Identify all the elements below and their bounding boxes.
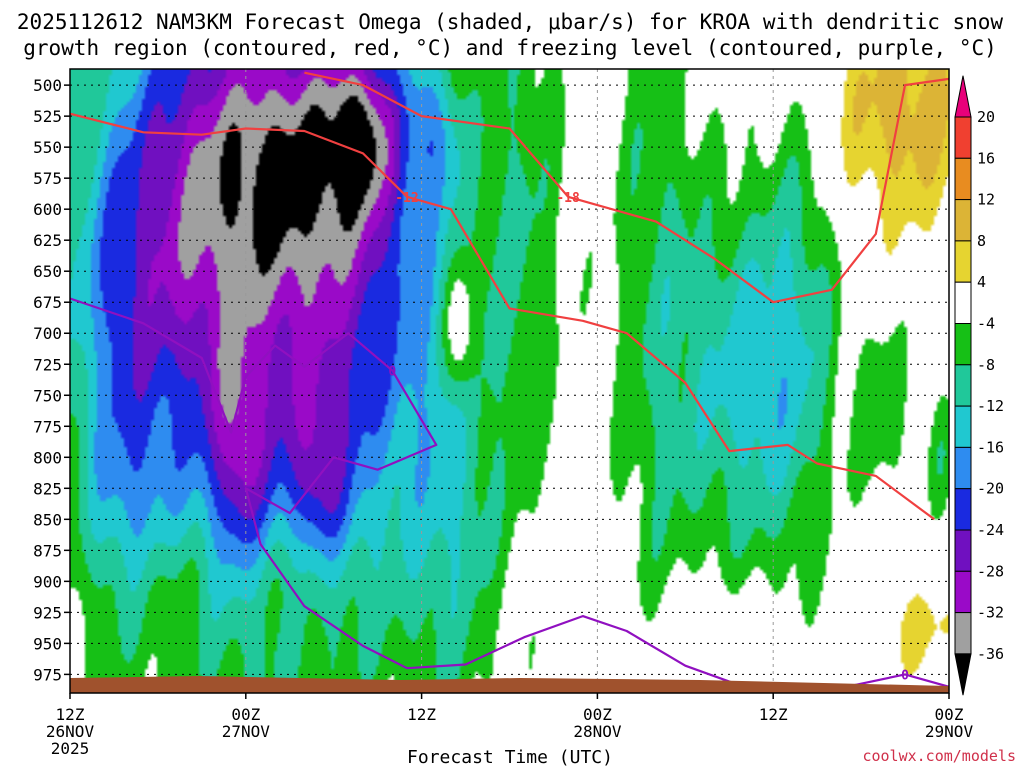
colorbar-segment	[954, 529, 972, 572]
y-tick-label: 500	[33, 76, 62, 95]
colorbar: 20 16 12 8 4 -4 -8 -12 -16 -20 -24 -28 -32 -36	[954, 75, 1004, 696]
plot-frame	[69, 68, 950, 694]
grid-vertical	[245, 69, 774, 693]
y-tick-label: 975	[33, 665, 62, 684]
colorbar-segment	[954, 612, 972, 655]
y-tick-label: 775	[33, 417, 62, 436]
colorbar-segment	[954, 116, 972, 159]
x-tick-label: 28NOV	[573, 722, 622, 741]
y-tick-label: 575	[33, 169, 62, 188]
colorbar-label: -32	[977, 604, 1004, 622]
y-tick-label: 850	[33, 510, 62, 529]
colorbar-segment	[954, 446, 972, 490]
x-tick-label: 00Z	[583, 705, 612, 724]
dgz-contour	[70, 112, 935, 521]
x-tick-label: 2025	[51, 739, 90, 758]
colorbar-segment	[954, 240, 972, 283]
colorbar-label: 12	[977, 191, 995, 209]
omega-shading	[70, 69, 949, 693]
y-tick-label: 875	[33, 541, 62, 560]
terrain-ground	[70, 676, 949, 693]
colorbar-label: -24	[977, 521, 1004, 539]
colorbar-segment	[954, 157, 972, 201]
colorbar-label: -28	[977, 562, 1004, 580]
colorbar-segment	[954, 570, 972, 614]
colorbar-label: -16	[977, 438, 1004, 456]
freezing-level-contour	[70, 297, 745, 688]
y-tick-label: 825	[33, 479, 62, 498]
colorbar-label: -36	[977, 645, 1004, 663]
y-axis: 500 525 550 575 600 625 650 675 700 725 750 775 800 8…	[33, 76, 70, 684]
x-tick-label: 12Z	[407, 705, 436, 724]
y-tick-label: 550	[33, 138, 62, 157]
y-tick-label: 925	[33, 603, 62, 622]
dgz-contour-label: -18	[556, 191, 580, 206]
freezing-level-contour-label: 0	[901, 668, 909, 683]
colorbar-label: 4	[977, 273, 986, 291]
freezing-level-contour	[846, 673, 949, 688]
contour-layer: -12 -18 0 0	[70, 71, 949, 688]
x-tick-label: 12Z	[56, 705, 85, 724]
colorbar-label: 16	[977, 149, 995, 167]
colorbar-label: -8	[977, 356, 995, 374]
y-tick-label: 675	[33, 293, 62, 312]
x-tick-label: 27NOV	[222, 722, 271, 741]
colorbar-segment	[954, 323, 972, 366]
colorbar-segment	[954, 488, 972, 531]
y-tick-label: 650	[33, 262, 62, 281]
colorbar-segment	[954, 75, 972, 118]
y-tick-label: 700	[33, 324, 62, 343]
x-tick-label: 26NOV	[46, 722, 95, 741]
colorbar-segment	[954, 281, 972, 325]
dgz-contour-label: -12	[395, 191, 418, 206]
colorbar-label: -20	[977, 480, 1004, 498]
colorbar-label: 8	[977, 232, 986, 250]
colorbar-segment	[954, 364, 972, 407]
colorbar-segment	[954, 405, 972, 448]
y-tick-label: 750	[33, 386, 62, 405]
y-tick-label: 600	[33, 200, 62, 219]
colorbar-segment	[954, 653, 972, 696]
x-axis-label: Forecast Time (UTC)	[407, 747, 613, 768]
y-tick-label: 800	[33, 448, 62, 467]
x-tick-label: 29NOV	[925, 722, 974, 741]
credit-text: coolwx.com/models	[862, 747, 1016, 765]
dgz-contour	[304, 71, 949, 304]
y-tick-label: 950	[33, 634, 62, 653]
y-tick-label: 900	[33, 572, 62, 591]
x-tick-label: 00Z	[231, 705, 260, 724]
chart-title-line-1: 2025112612 NAM3KM Forecast Omega (shaded…	[17, 10, 1004, 34]
chart-title-line-2: growth region (contoured, red, °C) and f…	[23, 36, 997, 60]
colorbar-label: 20	[977, 108, 995, 126]
freezing-level-contour-label: 0	[388, 364, 396, 379]
y-tick-label: 625	[33, 231, 62, 250]
x-tick-label: 00Z	[935, 705, 964, 724]
x-tick-label: 12Z	[759, 705, 788, 724]
y-tick-label: 525	[33, 107, 62, 126]
colorbar-segment	[954, 199, 972, 242]
y-tick-label: 725	[33, 355, 62, 374]
colorbar-label: -4	[977, 315, 995, 333]
colorbar-label: -12	[977, 397, 1004, 415]
